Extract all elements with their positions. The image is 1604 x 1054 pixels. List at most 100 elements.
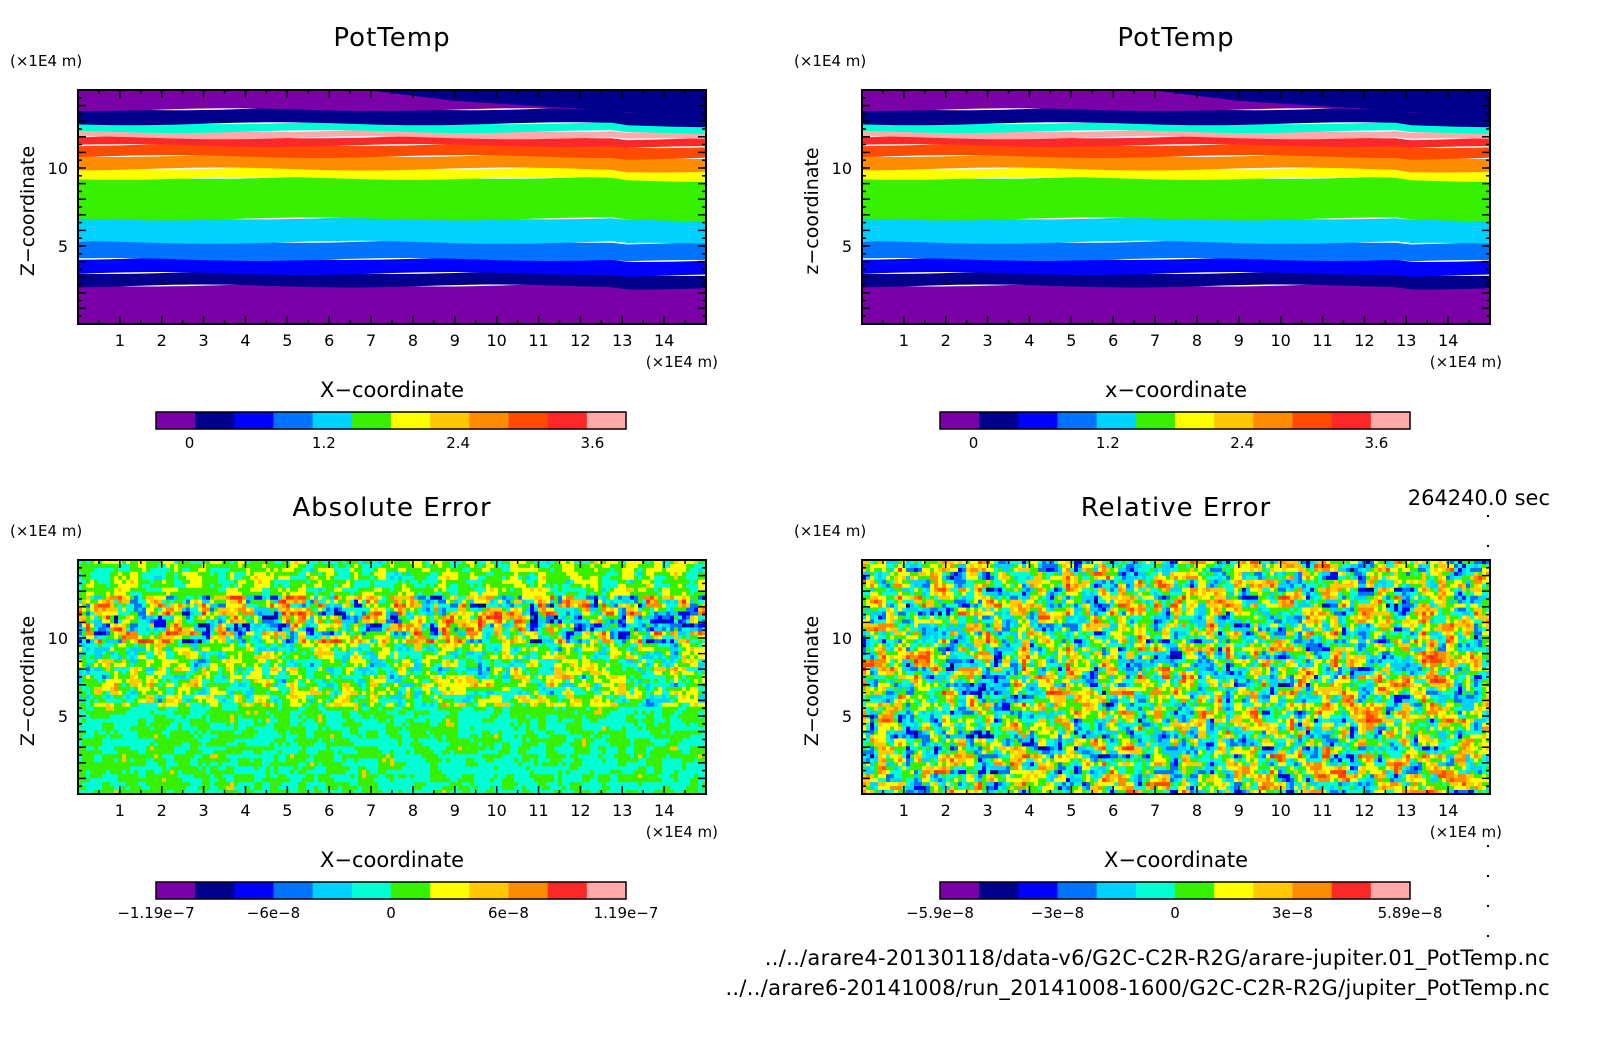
heatmap-cell (302, 575, 307, 581)
heatmap-cell (354, 591, 359, 597)
heatmap-cell (494, 599, 499, 605)
heatmap-cell (570, 567, 575, 573)
heatmap-cell (146, 575, 151, 581)
colorbar-swatch (1057, 412, 1097, 429)
heatmap-cell (302, 651, 307, 656)
heatmap-cell (426, 603, 431, 608)
heatmap-cell (502, 583, 507, 589)
heatmap-cell (110, 567, 115, 573)
heatmap-cell (302, 607, 307, 612)
heatmap-cell (414, 603, 419, 608)
heatmap-cell (250, 675, 255, 680)
heatmap-cell (182, 667, 187, 672)
heatmap-cell (322, 583, 327, 589)
heatmap-cell (358, 571, 363, 577)
heatmap-cell (330, 560, 335, 565)
heatmap-cell (430, 560, 435, 565)
heatmap-cell (346, 587, 351, 593)
heatmap-cell (210, 611, 215, 616)
heatmap-cell (402, 591, 407, 597)
heatmap-cell (430, 591, 435, 597)
heatmap-cell (678, 647, 683, 652)
heatmap-cell (642, 595, 647, 601)
heatmap-cell (378, 575, 383, 581)
heatmap-cell (514, 663, 519, 668)
heatmap-cell (94, 603, 99, 608)
heatmap-cell (166, 647, 171, 652)
heatmap-cell (258, 619, 263, 624)
heatmap-cell (262, 659, 267, 664)
heatmap-cell (530, 607, 535, 612)
heatmap-cell (522, 647, 527, 652)
heatmap-cell (114, 591, 119, 597)
heatmap-cell (634, 599, 639, 605)
heatmap-cell (598, 627, 603, 632)
heatmap-cell (418, 619, 423, 624)
heatmap-cell (402, 595, 407, 601)
heatmap-cell (530, 619, 535, 624)
heatmap-cell (526, 560, 531, 565)
heatmap-cell (582, 635, 587, 640)
heatmap-cell (138, 623, 143, 628)
heatmap-cell (154, 603, 159, 608)
heatmap-cell (562, 671, 567, 676)
heatmap-cell (90, 675, 95, 680)
heatmap-cell (318, 563, 323, 569)
heatmap-cell (214, 639, 219, 644)
heatmap-cell (158, 603, 163, 608)
heatmap-cell (222, 591, 227, 597)
heatmap-cell (578, 599, 583, 605)
heatmap-cell (234, 663, 239, 668)
heatmap-cell (526, 643, 531, 648)
heatmap-cell (358, 579, 363, 585)
heatmap-cell (614, 599, 619, 605)
heatmap-cell (406, 611, 411, 616)
heatmap-cell (674, 659, 679, 664)
heatmap-cell (422, 603, 427, 608)
heatmap-cell (226, 595, 231, 601)
heatmap-cell (650, 647, 655, 652)
heatmap-cell (302, 643, 307, 648)
heatmap-cell (366, 659, 371, 664)
heatmap-cell (222, 599, 227, 605)
heatmap-cell (94, 595, 99, 601)
heatmap-cell (314, 667, 319, 672)
heatmap-cell (690, 560, 695, 565)
heatmap-cell (306, 663, 311, 668)
heatmap-cell (394, 611, 399, 616)
heatmap-cell (694, 663, 699, 668)
heatmap-cell (338, 675, 343, 680)
y-tick-label: 5 (842, 237, 852, 256)
heatmap-cell (362, 655, 367, 660)
heatmap-cell (382, 667, 387, 672)
heatmap-cell (202, 663, 207, 668)
heatmap-cell (170, 560, 175, 565)
heatmap-cell (298, 675, 303, 680)
heatmap-cell (394, 599, 399, 605)
heatmap-cell (558, 571, 563, 577)
heatmap-cell (622, 643, 627, 648)
heatmap-cell (658, 639, 663, 644)
heatmap-cell (314, 607, 319, 612)
heatmap-cell (490, 575, 495, 581)
heatmap-cell (362, 635, 367, 640)
heatmap-cell (106, 575, 111, 581)
heatmap-cell (158, 631, 163, 636)
heatmap-cell (650, 560, 655, 565)
heatmap-cell (126, 571, 131, 577)
heatmap-cell (94, 639, 99, 644)
heatmap-cell (606, 595, 611, 601)
heatmap-cell (390, 655, 395, 660)
heatmap-cell (674, 575, 679, 581)
heatmap-cell (666, 627, 671, 632)
heatmap-cell (102, 631, 107, 636)
heatmap-cell (90, 619, 95, 624)
heatmap-cell (474, 647, 479, 652)
heatmap-cell (674, 619, 679, 624)
heatmap-cell (650, 631, 655, 636)
heatmap-cell (366, 647, 371, 652)
heatmap-cell (654, 591, 659, 597)
heatmap-cell (334, 560, 339, 565)
heatmap-cell (466, 643, 471, 648)
heatmap-cell (470, 643, 475, 648)
